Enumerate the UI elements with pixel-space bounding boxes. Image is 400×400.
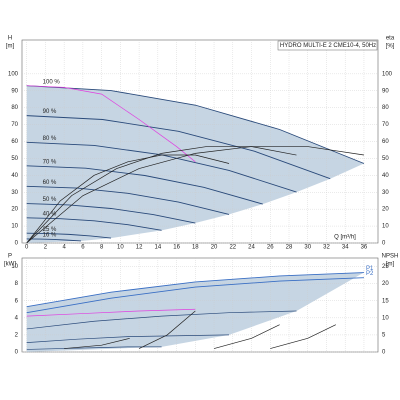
x-tick-label: 2: [44, 245, 48, 251]
curve: [26, 154, 230, 244]
y-axis-label: H: [8, 36, 12, 42]
x-tick-label: 4: [62, 245, 66, 251]
curve: [64, 337, 130, 349]
y2-tick-label: 60: [382, 139, 389, 145]
y-tick-label: 30: [11, 190, 18, 196]
curve: [213, 324, 280, 349]
x-tick-label: 10: [117, 245, 124, 251]
curve: [138, 310, 196, 349]
y2-tick-label: 0: [382, 350, 386, 356]
y-tick-label: 60: [11, 139, 18, 145]
curve: [270, 324, 336, 349]
y-tick-label: 80: [11, 105, 18, 111]
curve: [26, 185, 230, 215]
y2-axis-unit: [%]: [386, 44, 395, 50]
y-tick-label: 50: [11, 156, 18, 162]
y2-axis-unit: [m]: [386, 262, 395, 268]
curve-label: 80 %: [43, 136, 57, 142]
y2-tick-label: 0: [382, 241, 386, 247]
x-tick-label: 22: [229, 245, 236, 251]
chart-title: HYDRO MULTI-E 2 CME10-4, 50Hz: [280, 43, 376, 49]
y-tick-label: 40: [11, 173, 18, 179]
curve: [26, 165, 263, 205]
curve: [26, 272, 364, 308]
x-tick-label: 12: [136, 245, 143, 251]
x-tick-label: 16: [173, 245, 180, 251]
curve-label: 25 %: [43, 227, 57, 233]
y2-tick-label: 20: [382, 207, 389, 213]
curve: [26, 85, 196, 163]
y-axis-unit: [kW]: [4, 262, 16, 268]
curve: [26, 217, 162, 231]
x-tick-label: 34: [342, 245, 349, 251]
curve-label: 70 %: [43, 159, 57, 165]
y2-tick-label: 50: [382, 156, 389, 162]
y2-tick-label: 10: [382, 315, 389, 321]
title-box: [277, 40, 378, 51]
y-tick-label: 4: [15, 315, 19, 321]
curve-label: 100 %: [43, 79, 61, 85]
curve: [26, 232, 112, 239]
x-tick-label: 0: [25, 245, 29, 251]
x-tick-label: 6: [81, 245, 85, 251]
curve: [26, 308, 196, 317]
y2-axis-label: eta: [386, 36, 395, 42]
x-tick-label: 36: [361, 245, 368, 251]
y2-tick-label: 90: [382, 88, 389, 94]
y-tick-label: 6: [15, 298, 19, 304]
y-tick-label: 2: [15, 332, 19, 338]
x-tick-label: 30: [304, 245, 311, 251]
x-tick-label: 8: [100, 245, 104, 251]
curve: [26, 203, 196, 224]
y2-tick-label: 5: [382, 332, 386, 338]
y-tick-label: 0: [15, 241, 19, 247]
curve: [26, 310, 297, 330]
curve: [26, 85, 365, 164]
x-tick-label: 20: [211, 245, 218, 251]
y-tick-label: 10: [11, 264, 18, 270]
curve: [26, 334, 230, 343]
curve: [26, 146, 364, 244]
y2-tick-label: 10: [382, 224, 389, 230]
curve: [26, 115, 331, 180]
y-tick-label: 10: [11, 224, 18, 230]
y-tick-label: 90: [11, 88, 18, 94]
curve-label: 60 %: [43, 180, 57, 186]
curve-label: 16 %: [43, 233, 57, 239]
y-axis-label: P: [8, 254, 12, 260]
y2-tick-label: 25: [382, 264, 389, 270]
x-tick-label: 28: [286, 245, 293, 251]
x-tick-label: 32: [323, 245, 330, 251]
y2-tick-label: 80: [382, 105, 389, 111]
y2-tick-label: 30: [382, 190, 389, 196]
y-tick-label: 100: [8, 71, 19, 77]
x-tick-label: 18: [192, 245, 199, 251]
curve-label: P1: [366, 266, 374, 272]
y-tick-label: 20: [11, 207, 18, 213]
y2-axis-label: NPSH: [382, 254, 399, 260]
x-tick-label: 26: [267, 245, 274, 251]
curve: [26, 346, 162, 350]
y-axis-unit: [m]: [6, 44, 15, 50]
x-tick-label: 14: [154, 245, 161, 251]
y-tick-label: 0: [15, 350, 19, 356]
curve-label: 50 %: [43, 197, 57, 203]
y-tick-label: 8: [15, 281, 19, 287]
curve-label: P2: [366, 271, 374, 277]
x-tick-label: 24: [248, 245, 255, 251]
curve-label: 90 %: [43, 109, 57, 115]
curve: [26, 238, 82, 242]
y2-tick-label: 70: [382, 122, 389, 128]
x-axis-label: Q [m³/h]: [334, 235, 356, 241]
curve: [26, 146, 297, 244]
y2-tick-label: 15: [382, 298, 389, 304]
y2-tick-label: 100: [382, 71, 393, 77]
y2-tick-label: 20: [382, 281, 389, 287]
y-tick-label: 70: [11, 122, 18, 128]
curve: [26, 277, 364, 314]
y2-tick-label: 40: [382, 173, 389, 179]
